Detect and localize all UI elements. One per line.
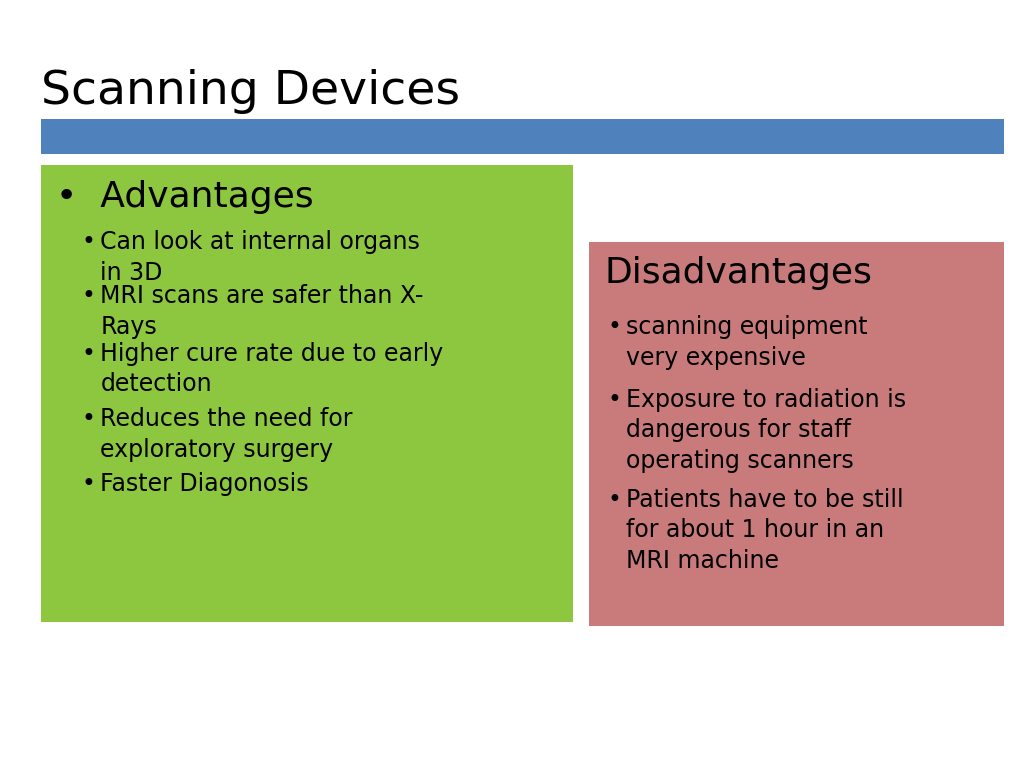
Text: MRI scans are safer than X-
Rays: MRI scans are safer than X- Rays (100, 284, 424, 339)
Text: •: • (82, 342, 96, 366)
Text: Disadvantages: Disadvantages (604, 256, 872, 290)
Text: •: • (82, 472, 96, 496)
Text: •: • (607, 315, 622, 339)
Text: Higher cure rate due to early
detection: Higher cure rate due to early detection (100, 342, 443, 396)
Text: Scanning Devices: Scanning Devices (41, 69, 460, 114)
Text: Faster Diagonosis: Faster Diagonosis (100, 472, 309, 496)
Text: •: • (607, 388, 622, 412)
Text: Exposure to radiation is
dangerous for staff
operating scanners: Exposure to radiation is dangerous for s… (626, 388, 906, 473)
Text: •: • (607, 488, 622, 511)
Text: Reduces the need for
exploratory surgery: Reduces the need for exploratory surgery (100, 407, 353, 462)
Bar (41, 165, 573, 622)
Text: •  Advantages: • Advantages (56, 180, 314, 214)
Bar (589, 242, 1004, 626)
Text: scanning equipment
very expensive: scanning equipment very expensive (626, 315, 867, 369)
Text: Can look at internal organs
in 3D: Can look at internal organs in 3D (100, 230, 420, 285)
Text: •: • (82, 230, 96, 254)
Bar (41, 119, 1004, 154)
Text: •: • (82, 407, 96, 431)
Text: Patients have to be still
for about 1 hour in an
MRI machine: Patients have to be still for about 1 ho… (626, 488, 903, 573)
Text: •: • (82, 284, 96, 308)
